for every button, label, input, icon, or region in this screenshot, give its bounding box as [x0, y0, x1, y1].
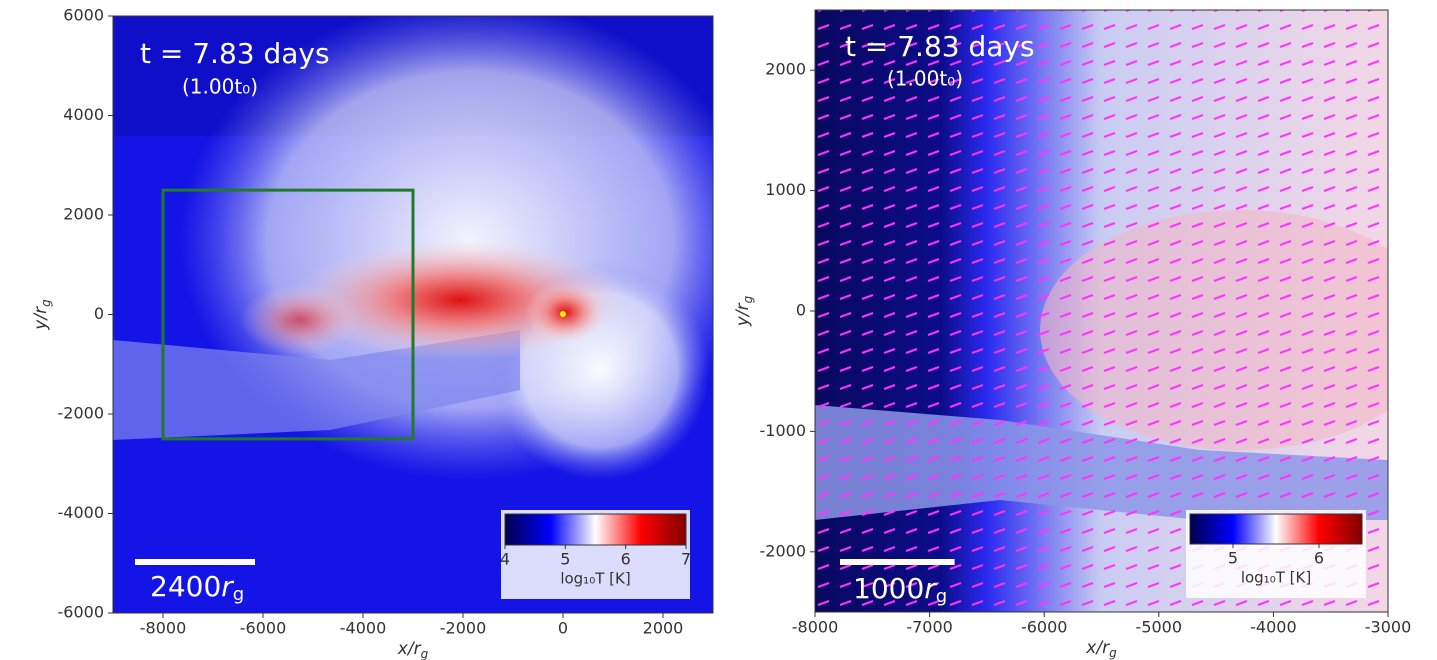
- time-ratio: (1.00t₀): [887, 67, 963, 91]
- x-tick-label: -7000: [906, 618, 953, 637]
- time-ratio: (1.00t₀): [182, 75, 258, 99]
- y-tick-label: 1000: [765, 180, 806, 199]
- colorbar-tick-label: 5: [560, 550, 570, 569]
- x-tick-label: -4000: [340, 619, 387, 638]
- colorbar-tick-label: 7: [681, 550, 691, 569]
- y-tick-label: -2000: [760, 541, 807, 560]
- scale-bar-sub: g: [936, 586, 947, 607]
- y-axis-label: y/rg: [31, 299, 53, 331]
- y-tick-label: 0: [796, 301, 806, 320]
- x-axis-label-sub: g: [421, 647, 429, 660]
- colorbar-label: log₁₀T [K]: [1241, 569, 1311, 587]
- scale-bar-sub: g: [233, 584, 244, 605]
- colorbar-tick-label: 6: [1314, 549, 1324, 568]
- inset-box: [161, 188, 415, 441]
- y-axis-label-main: y/r: [733, 302, 753, 327]
- colorbar: [1189, 513, 1363, 545]
- y-axis-label-sub: g: [741, 295, 755, 303]
- scale-bar: [840, 559, 955, 565]
- x-tick-label: -4000: [1250, 618, 1297, 637]
- colorbar-tick-label: 5: [1228, 549, 1238, 568]
- scale-bar-value: 2400: [150, 570, 221, 603]
- y-tick-label: -6000: [58, 603, 105, 622]
- x-tick-label: -6000: [1021, 618, 1068, 637]
- scale-bar-unit: r: [924, 572, 937, 605]
- x-axis-label-sub: g: [1109, 646, 1117, 660]
- x-tick-label: -3000: [1365, 618, 1412, 637]
- y-tick-label: -4000: [58, 503, 105, 522]
- time-label: t = 7.83 days: [140, 37, 330, 70]
- time-label: t = 7.83 days: [845, 30, 1035, 63]
- y-tick-label: 0: [94, 304, 104, 323]
- colorbar-tick-label: 4: [500, 550, 510, 569]
- x-axis-label: x/rg: [397, 639, 429, 660]
- y-tick-label: -1000: [760, 421, 807, 440]
- x-tick-label: 0: [558, 619, 568, 638]
- colorbar-tick-label: 6: [621, 550, 631, 569]
- scale-bar: [135, 559, 255, 565]
- y-tick-label: 2000: [63, 205, 104, 224]
- x-axis-label: x/rg: [1085, 638, 1117, 660]
- scale-bar-label: 2400rg: [150, 570, 244, 605]
- y-tick-label: 6000: [63, 6, 104, 25]
- y-axis-label-main: y/r: [31, 306, 51, 331]
- x-tick-label: -8000: [792, 618, 839, 637]
- colorbar: [504, 513, 687, 546]
- temperature-map: [113, 16, 713, 613]
- x-tick-label: -5000: [1136, 618, 1183, 637]
- y-tick-label: 2000: [765, 60, 806, 79]
- y-tick-label: 4000: [63, 105, 104, 124]
- x-tick-label: 2000: [643, 619, 684, 638]
- y-axis-label: y/rg: [733, 295, 755, 327]
- x-tick-label: -6000: [240, 619, 287, 638]
- x-axis-label-main: x/r: [1085, 638, 1110, 658]
- y-axis-label-sub: g: [39, 299, 53, 307]
- colorbar-label: log₁₀T [K]: [560, 570, 630, 588]
- y-tick-label: -2000: [58, 404, 105, 423]
- x-axis-label-main: x/r: [397, 639, 422, 659]
- x-tick-label: -8000: [140, 619, 187, 638]
- x-tick-label: -2000: [440, 619, 487, 638]
- scale-bar-unit: r: [221, 570, 234, 603]
- scale-bar-label: 1000rg: [853, 572, 947, 607]
- scale-bar-value: 1000: [853, 572, 924, 605]
